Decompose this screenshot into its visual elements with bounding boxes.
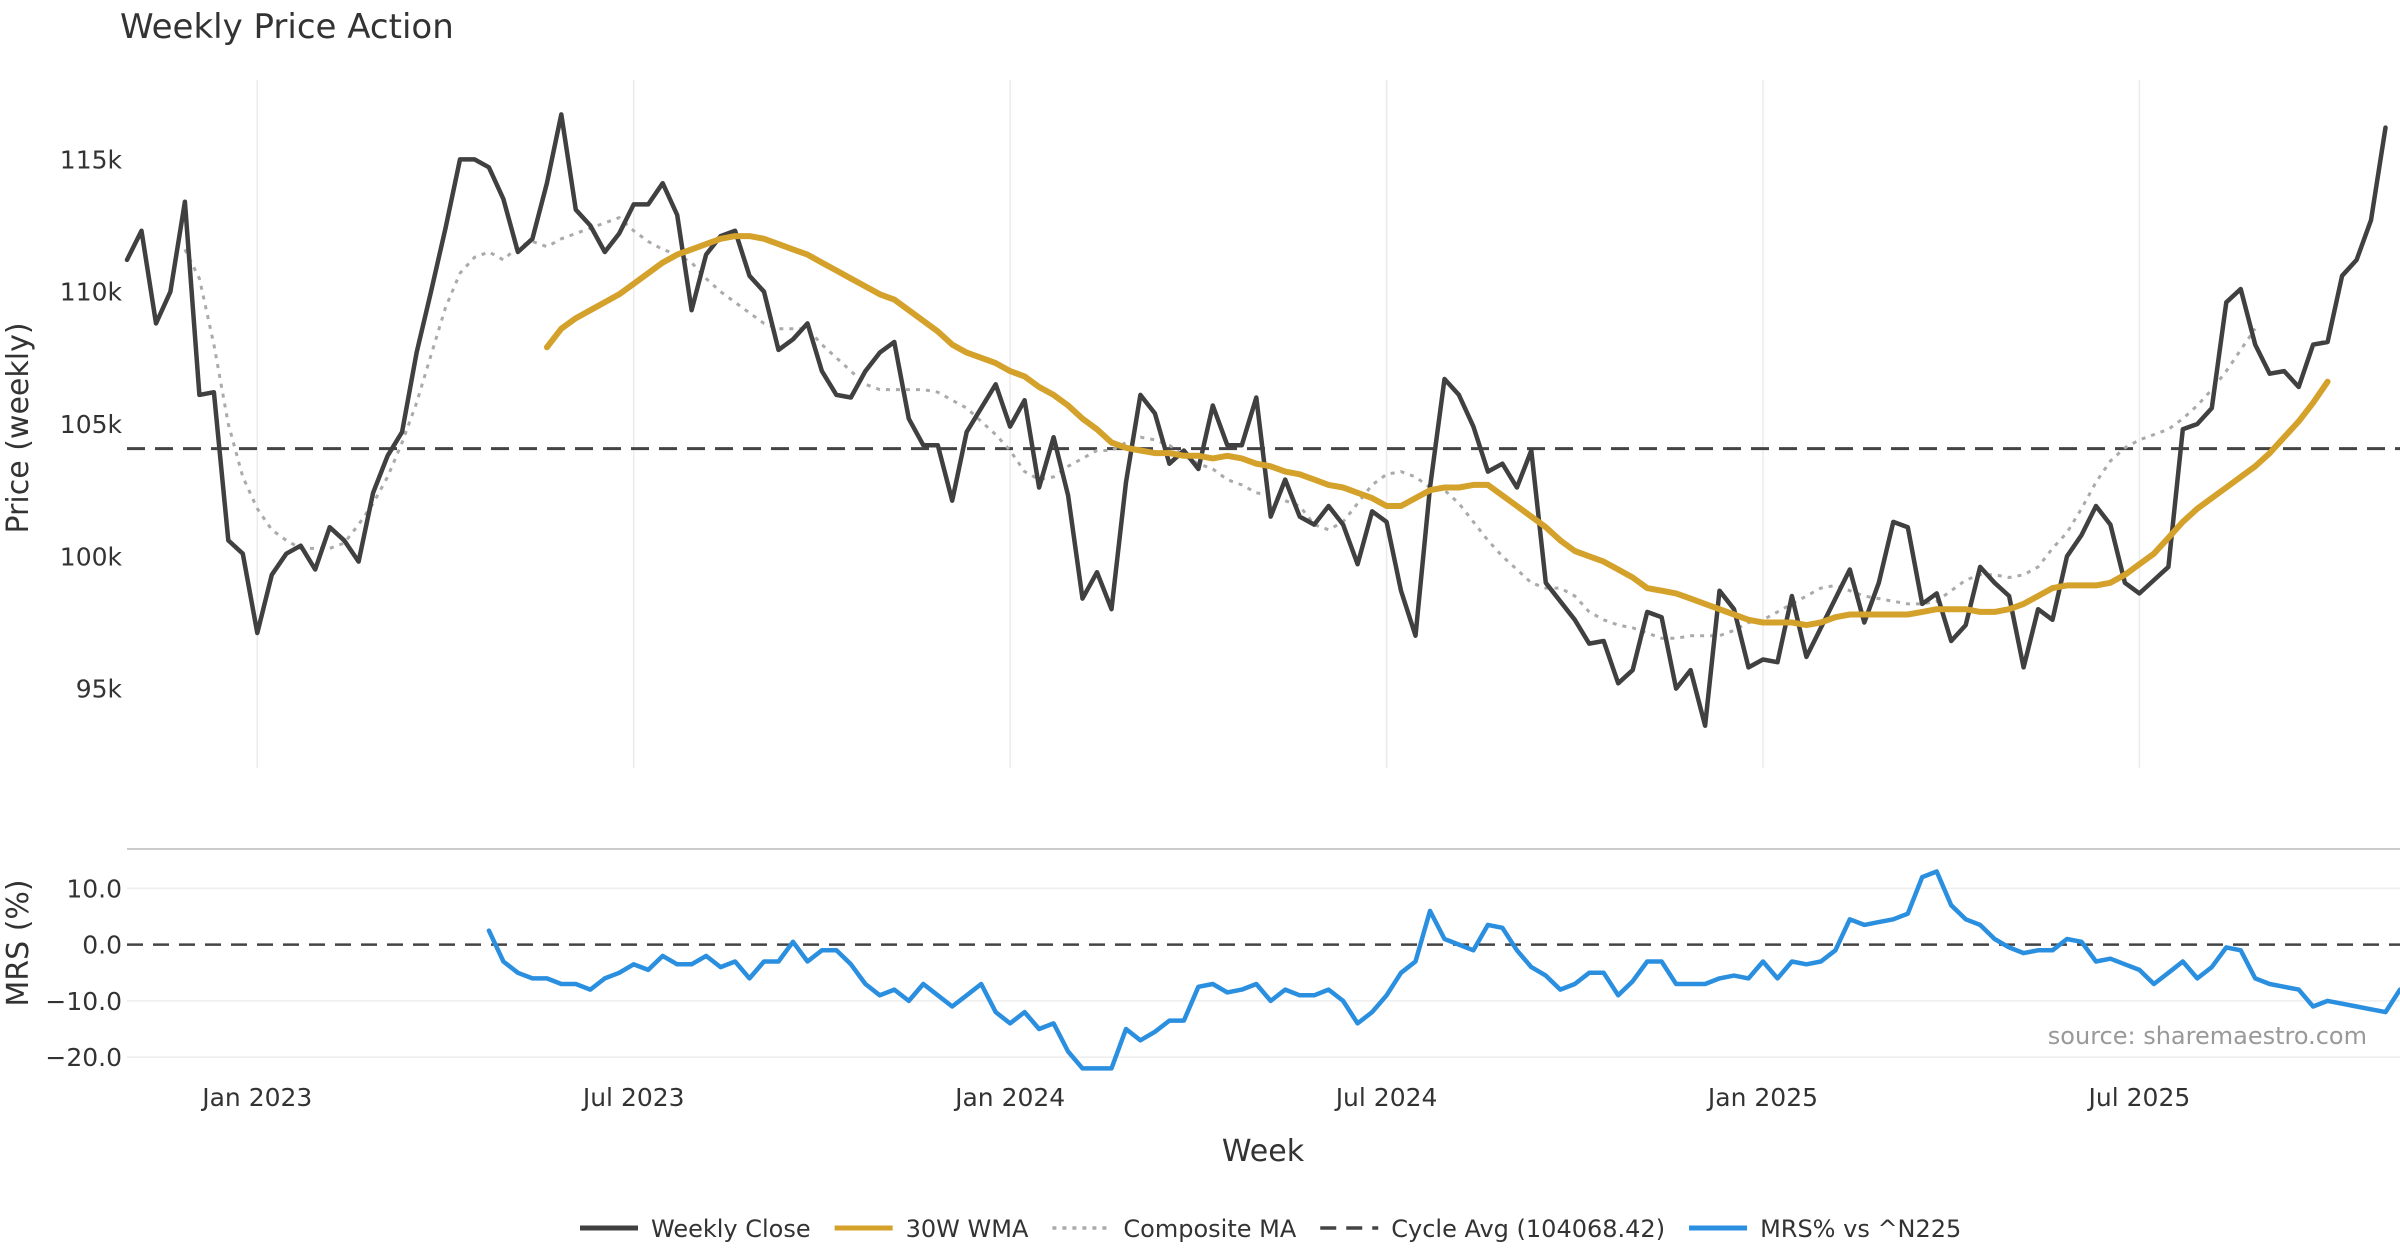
series-weekly-close [124, 112, 2388, 728]
x-ticks: Jan 2023 Jul 2023 Jan 2024 Jul 2024 Jan 2025… [200, 1083, 2190, 1112]
x-tick-label: Jul 2023 [581, 1083, 685, 1112]
legend-label-cycle-avg-104068-42: Cycle Avg (104068.42) [1391, 1215, 1665, 1243]
mrs-y-axis-label: MRS (%) [1, 879, 36, 1006]
mrs-y-tick-label: 0.0 [82, 931, 122, 960]
price-y-tick-label: 105k [60, 410, 123, 439]
mrs-y-tick-label: −10.0 [45, 987, 122, 1016]
legend-item-30w-wma: 30W WMA [834, 1215, 1029, 1243]
price-y-axis-label: Price (weekly) [1, 322, 36, 533]
legend-label-weekly-close: Weekly Close [651, 1215, 811, 1243]
legend-item-composite-ma: Composite MA [1052, 1215, 1297, 1243]
price-series-group [124, 112, 2388, 728]
chart-title: Weekly Price Action [120, 7, 454, 47]
legend-item-cycle-avg-104068-42: Cycle Avg (104068.42) [1320, 1215, 1665, 1243]
x-tick-label: Jan 2023 [200, 1083, 312, 1112]
x-tick-label: Jul 2025 [2087, 1083, 2191, 1112]
series-mrs-vs-n225 [486, 869, 2400, 1071]
price-y-tick-label: 95k [76, 675, 123, 704]
mrs-y-ticks: −20.0 −10.0 0.0 10.0 [45, 874, 122, 1072]
mrs-gridlines [127, 887, 2400, 1058]
mrs-y-tick-label: 10.0 [66, 874, 122, 903]
x-tick-label: Jan 2024 [953, 1083, 1065, 1112]
price-y-ticks: 95k 100k 105k 110k 115k [60, 145, 123, 703]
price-y-tick-label: 100k [60, 542, 123, 571]
legend-item-mrs-vs-n225: MRS% vs ^N225 [1689, 1215, 1961, 1243]
price-y-tick-label: 110k [60, 278, 123, 307]
mrs-series-group [486, 869, 2400, 1071]
mrs-y-tick-label: −20.0 [45, 1043, 122, 1072]
x-axis-label: Week [1222, 1134, 1305, 1169]
legend-item-weekly-close: Weekly Close [580, 1215, 811, 1243]
price-gridlines [256, 80, 2141, 768]
legend: Weekly Close 30W WMA Composite MA Cycle Avg… [580, 1215, 1961, 1243]
price-y-tick-label: 115k [60, 145, 123, 174]
source-watermark: source: sharemaestro.com [2048, 1022, 2367, 1050]
legend-label-mrs-vs-n225: MRS% vs ^N225 [1760, 1215, 1961, 1243]
series-30w-wma [543, 233, 2331, 629]
x-tick-label: Jul 2024 [1334, 1083, 1438, 1112]
legend-label-composite-ma: Composite MA [1123, 1215, 1296, 1243]
x-tick-label: Jan 2025 [1706, 1083, 1818, 1112]
legend-label-30w-wma: 30W WMA [906, 1215, 1029, 1243]
